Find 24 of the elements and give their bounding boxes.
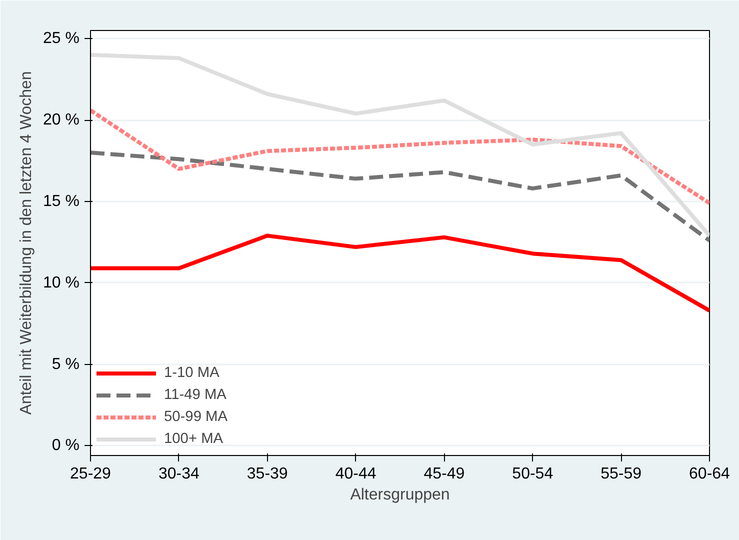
y-axis-title: Anteil mit Weiterbildung in den letzten 4 Wochen [18,71,36,415]
x-tick-label: 60-64 [689,466,730,482]
line-series [90,108,710,206]
y-tick-label: 15 % [43,192,80,210]
y-tick-label: 25 % [43,30,80,48]
line-series [90,234,710,313]
x-tick-label: 35-39 [246,466,288,482]
y-tick-label: 20 % [43,112,80,129]
x-tick-label: 30-34 [158,466,200,482]
x-tick-label: 55-59 [600,466,642,482]
x-tick-label: 50-54 [512,466,554,482]
legend-label: 1-10 MA [164,365,220,381]
line-series [90,52,710,238]
y-tick-label: 0 % [52,437,80,454]
x-axis-title: Altersgruppen [350,486,450,504]
legend-label: 50-99 MA [164,409,228,425]
y-tick-label: 5 % [52,356,80,373]
line-series [90,150,710,243]
x-tick-label: 40-44 [335,466,376,482]
y-tick-label: 10 % [43,274,80,292]
legend-label: 100+ MA [164,431,224,447]
x-tick-label: 45-49 [424,466,465,482]
x-tick-label: 25-29 [70,466,112,482]
legend-label: 11-49 MA [164,387,226,403]
